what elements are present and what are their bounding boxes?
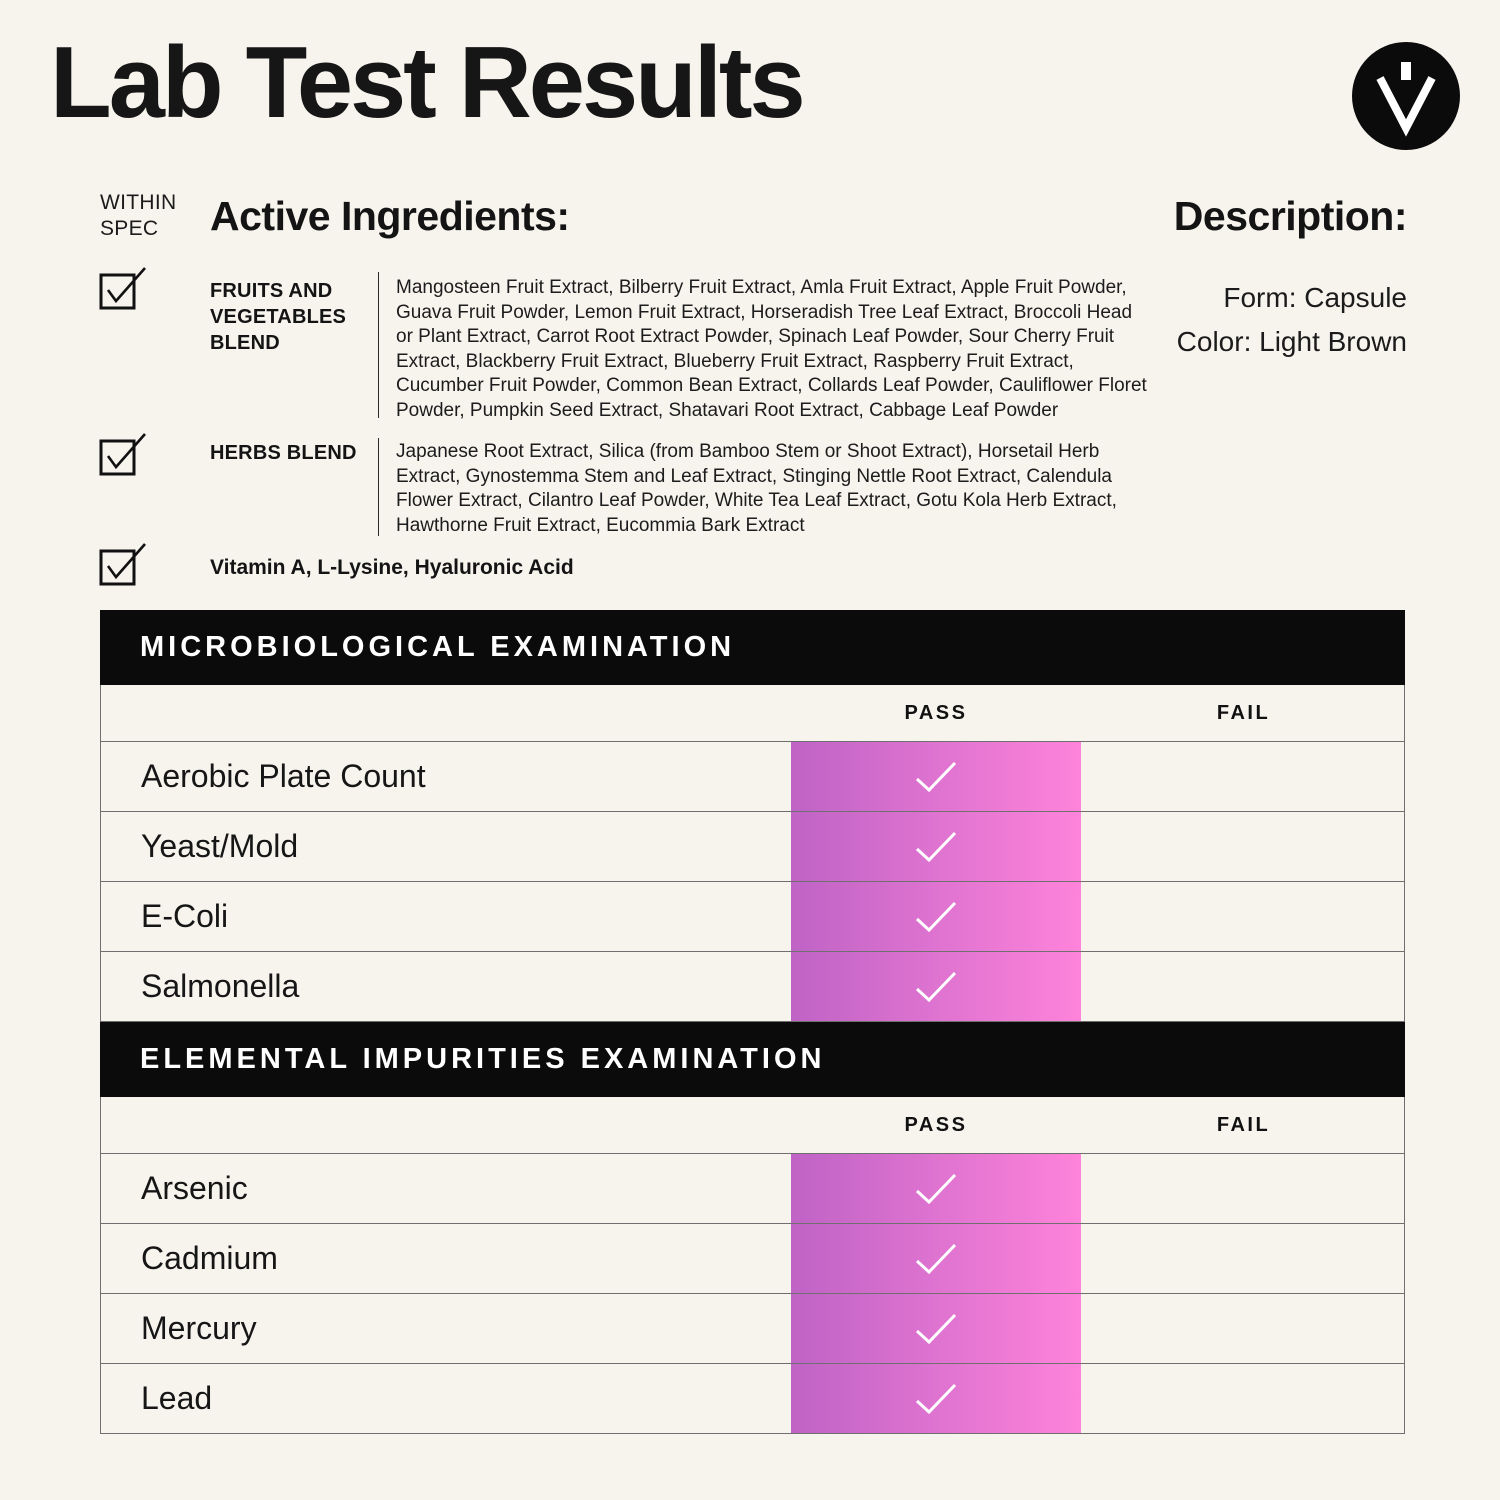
table-row: Aerobic Plate Count xyxy=(100,742,1405,812)
checkmark-icon xyxy=(915,761,957,792)
table-title-bar: MICROBIOLOGICAL EXAMINATION xyxy=(100,610,1405,685)
pass-column-header: PASS xyxy=(904,1113,968,1136)
vitamins-line: Vitamin A, L-Lysine, Hyaluronic Acid xyxy=(210,556,574,579)
blend-label-fruits-vegetables: FRUITS AND VEGETABLES BLEND xyxy=(210,280,347,354)
description-color: Color: Light Brown xyxy=(1176,326,1407,357)
divider-line xyxy=(378,272,379,418)
checkbox-checked-icon xyxy=(98,266,150,312)
pass-cell xyxy=(791,1224,1081,1293)
fail-cell xyxy=(1081,952,1406,1021)
pass-column-header: PASS xyxy=(904,701,968,724)
table-row: Mercury xyxy=(100,1294,1405,1364)
pass-cell xyxy=(791,812,1081,881)
test-name: Arsenic xyxy=(141,1170,248,1206)
table-row: Cadmium xyxy=(100,1224,1405,1294)
test-name: Mercury xyxy=(141,1310,257,1346)
fail-cell xyxy=(1081,1364,1406,1433)
fail-cell xyxy=(1081,812,1406,881)
fail-column-header: FAIL xyxy=(1216,701,1271,724)
divider-line xyxy=(378,438,379,536)
test-name: Lead xyxy=(141,1380,213,1416)
table-title-bar: ELEMENTAL IMPURITIES EXAMINATION xyxy=(100,1022,1405,1097)
fail-cell xyxy=(1081,1154,1406,1223)
description-form: Form: Capsule xyxy=(1223,282,1407,313)
checkmark-icon xyxy=(915,1243,957,1274)
blend-label-herbs: HERBS BLEND xyxy=(210,442,357,464)
table-column-header-row: PASS FAIL xyxy=(100,1097,1405,1154)
test-name: Yeast/Mold xyxy=(141,828,299,864)
table-row: Salmonella xyxy=(100,952,1405,1022)
table-column-header-row: PASS FAIL xyxy=(100,685,1405,742)
pass-cell xyxy=(791,882,1081,951)
fail-cell xyxy=(1081,1294,1406,1363)
checkbox-checked-icon xyxy=(98,432,150,478)
table-row: Yeast/Mold xyxy=(100,812,1405,882)
blend-ingredients-fruits-vegetables: Mangosteen Fruit Extract, Bilberry Fruit… xyxy=(396,277,1147,421)
checkmark-icon xyxy=(915,1383,957,1414)
spacer xyxy=(101,685,791,741)
test-name: Salmonella xyxy=(141,968,300,1004)
pass-cell xyxy=(791,742,1081,811)
table-row: Lead xyxy=(100,1364,1405,1434)
brand-logo-icon xyxy=(1350,40,1462,152)
fail-cell xyxy=(1081,742,1406,811)
description-heading: Description: xyxy=(1173,193,1408,239)
pass-cell xyxy=(791,1364,1081,1433)
active-ingredients-heading: Active Ingredients: xyxy=(210,193,570,239)
table-microbiological: MICROBIOLOGICAL EXAMINATION PASS FAIL Ae… xyxy=(100,610,1405,1022)
spacer xyxy=(101,1097,791,1153)
checkmark-icon xyxy=(915,971,957,1002)
checkmark-icon xyxy=(915,1173,957,1204)
pass-cell xyxy=(791,1154,1081,1223)
checkmark-icon xyxy=(915,901,957,932)
fail-column-header: FAIL xyxy=(1216,1113,1271,1136)
test-name: Aerobic Plate Count xyxy=(141,758,426,794)
page-title: Lab Test Results xyxy=(50,27,806,139)
checkmark-icon xyxy=(915,1313,957,1344)
table-row: Arsenic xyxy=(100,1154,1405,1224)
table-row: E-Coli xyxy=(100,882,1405,952)
pass-cell xyxy=(791,1294,1081,1363)
test-name: E-Coli xyxy=(141,898,229,934)
checkbox-checked-icon xyxy=(98,542,150,588)
fail-cell xyxy=(1081,882,1406,951)
blend-ingredients-herbs: Japanese Root Extract, Silica (from Bamb… xyxy=(396,441,1117,536)
test-name: Cadmium xyxy=(141,1240,278,1276)
within-spec-label: WITHIN SPEC xyxy=(100,191,177,240)
fail-cell xyxy=(1081,1224,1406,1293)
pass-cell xyxy=(791,952,1081,1021)
table-elemental-impurities: ELEMENTAL IMPURITIES EXAMINATION PASS FA… xyxy=(100,1022,1405,1434)
results-tables: MICROBIOLOGICAL EXAMINATION PASS FAIL Ae… xyxy=(100,610,1405,1434)
checkmark-icon xyxy=(915,831,957,862)
